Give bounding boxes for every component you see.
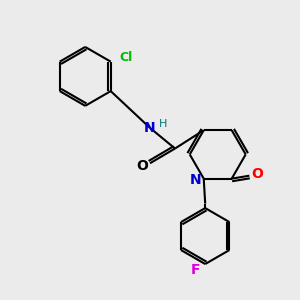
Text: H: H: [159, 119, 167, 129]
Text: O: O: [137, 159, 148, 173]
Text: N: N: [190, 173, 201, 187]
Text: F: F: [191, 263, 200, 277]
Text: Cl: Cl: [119, 51, 132, 64]
Text: N: N: [144, 121, 156, 135]
Text: O: O: [251, 167, 263, 181]
